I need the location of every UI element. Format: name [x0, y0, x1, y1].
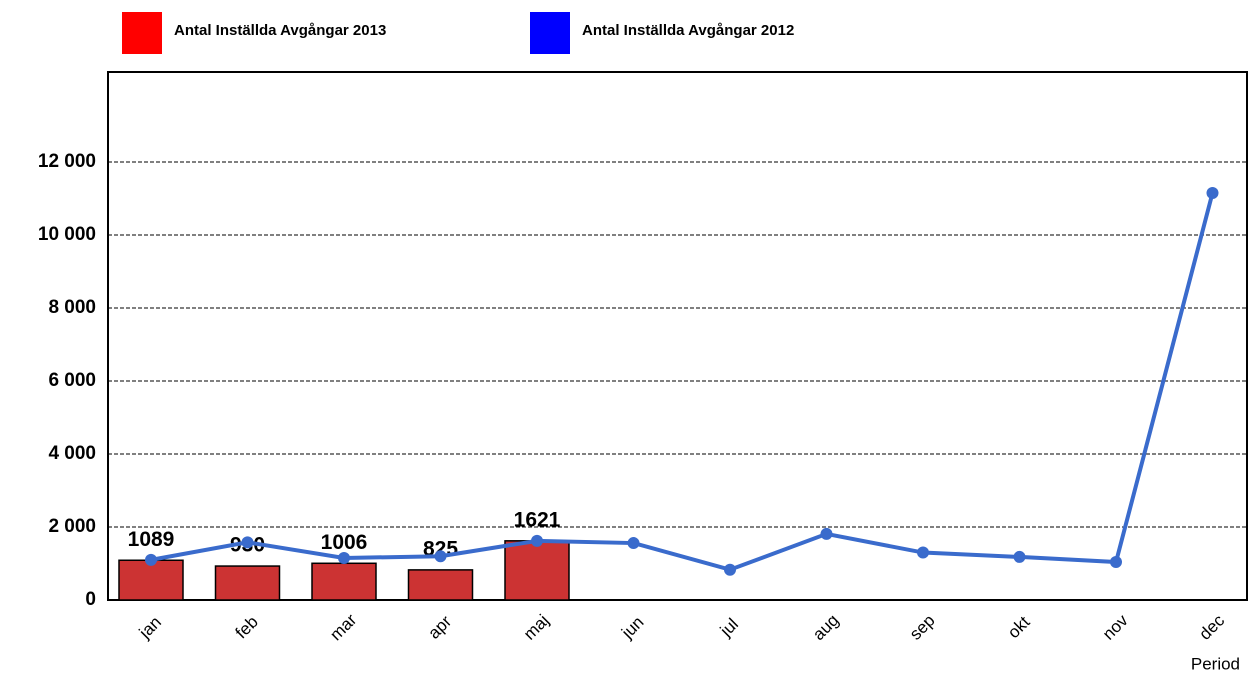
x-tick-label: aug: [809, 611, 842, 644]
y-tick-label: 8 000: [48, 297, 96, 318]
y-tick-label: 2 000: [48, 516, 96, 537]
y-tick-label: 10 000: [38, 224, 96, 245]
bar: [407, 569, 474, 601]
y-tick-label: 0: [85, 589, 96, 610]
y-tick-label: 4 000: [48, 443, 96, 464]
point: [1206, 187, 1219, 200]
x-tick-label: apr: [424, 612, 455, 643]
y-tick-label: 12 000: [38, 151, 96, 172]
point: [627, 537, 640, 550]
legend-label: Antal Inställda Avgångar 2012: [582, 22, 794, 39]
point: [338, 552, 350, 565]
x-axis-label: Period: [1191, 654, 1240, 673]
legend-swatch: [122, 12, 162, 54]
x-tick-label: okt: [1004, 612, 1034, 642]
x-tick-label: feb: [232, 612, 262, 642]
point: [531, 534, 543, 547]
point: [241, 536, 254, 549]
x-tick-label: mar: [326, 610, 360, 644]
legend-label: Antal Inställda Avgångar 2013: [174, 22, 386, 39]
x-tick-label: jun: [617, 613, 647, 643]
point: [1110, 556, 1122, 569]
bar: [504, 540, 570, 601]
point: [820, 527, 833, 540]
y-tick-label: 6 000: [48, 370, 96, 391]
x-tick-label: nov: [1099, 611, 1132, 644]
plot-frame: [107, 71, 1248, 601]
bar: [311, 562, 377, 601]
x-tick-label: maj: [520, 611, 553, 644]
bar: [118, 559, 184, 601]
x-tick-label: jan: [135, 613, 165, 643]
x-tick-label: sep: [906, 611, 939, 644]
point: [145, 553, 157, 566]
point: [1013, 550, 1026, 563]
value-label: 1089: [128, 528, 175, 551]
x-tick-label: dec: [1195, 611, 1228, 644]
x-tick-label: jul: [716, 615, 742, 641]
value-label: 1006: [321, 531, 368, 554]
point: [724, 563, 736, 576]
point: [434, 550, 447, 563]
point: [917, 546, 929, 559]
bar: [214, 565, 281, 601]
line: [150, 192, 1215, 572]
legend-swatch: [530, 12, 570, 54]
value-label: 1621: [514, 508, 561, 531]
